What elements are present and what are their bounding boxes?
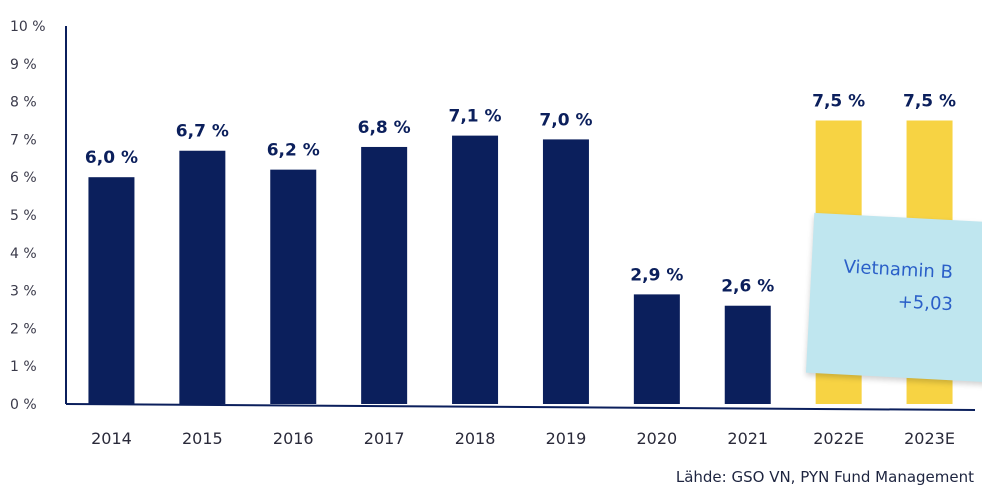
bar <box>361 146 408 404</box>
x-tick-label: 2022E <box>813 429 864 448</box>
bar <box>542 139 589 404</box>
bar <box>270 169 317 404</box>
x-tick-label: 2017 <box>364 429 405 448</box>
y-tick-label: 0 % <box>10 397 37 413</box>
data-label: 7,5 % <box>812 92 865 112</box>
sticky-note: Vietnamin B +5,03 <box>805 212 982 384</box>
y-tick-label: 5 % <box>10 208 37 224</box>
x-tick-label: 2014 <box>91 429 132 448</box>
y-tick-label: 3 % <box>10 284 37 300</box>
data-label: 7,0 % <box>539 110 592 130</box>
data-label: 6,0 % <box>85 148 138 168</box>
data-label: 6,7 % <box>176 122 229 142</box>
y-tick-label: 2 % <box>10 321 37 337</box>
bar <box>452 135 499 404</box>
x-tick-label: 2023E <box>904 429 955 448</box>
data-label: 7,5 % <box>903 92 956 112</box>
y-tick-label: 4 % <box>10 246 37 262</box>
x-tick-label: 2019 <box>546 429 587 448</box>
data-label: 2,9 % <box>630 265 683 285</box>
source-text: Lähde: GSO VN, PYN Fund Management <box>675 468 974 486</box>
data-label: 2,6 % <box>721 277 774 297</box>
x-tick-label: 2018 <box>455 429 496 448</box>
sticky-note-line1: Vietnamin B <box>842 256 954 284</box>
x-tick-label: 2021 <box>727 429 768 448</box>
bar <box>724 305 771 404</box>
x-tick-label: 2016 <box>273 429 314 448</box>
bar <box>633 294 680 404</box>
x-tick-label: 2015 <box>182 429 223 448</box>
x-tick-label: 2020 <box>636 429 677 448</box>
bar <box>88 177 135 404</box>
y-tick-label: 1 % <box>10 359 37 375</box>
data-label: 7,1 % <box>449 107 502 127</box>
y-tick-label: 6 % <box>10 170 37 186</box>
data-label: 6,2 % <box>267 141 320 161</box>
bar <box>179 150 226 404</box>
data-label: 6,8 % <box>358 118 411 138</box>
y-tick-label: 8 % <box>10 95 37 111</box>
y-tick-label: 10 % <box>10 19 46 35</box>
x-axis <box>65 403 976 411</box>
sticky-note-line2: +5,03 <box>897 291 954 316</box>
y-tick-label: 7 % <box>10 132 37 148</box>
y-tick-label: 9 % <box>10 57 37 73</box>
